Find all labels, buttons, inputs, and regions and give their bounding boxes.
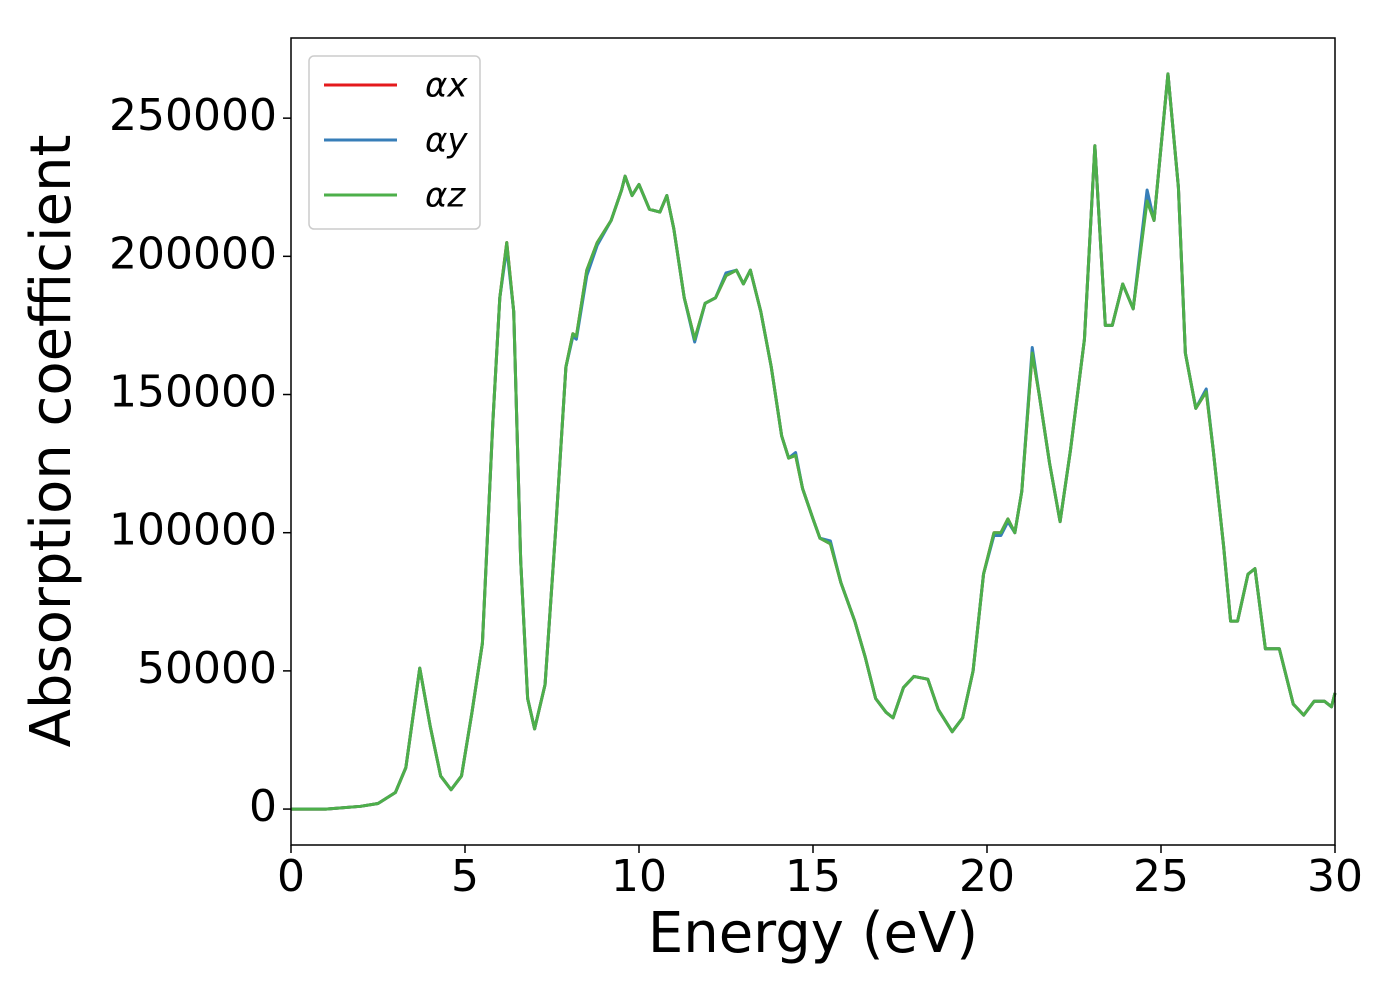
legend-box — [308, 55, 481, 230]
y-tick-label: 200000 — [109, 228, 277, 279]
y-tick-label: 150000 — [109, 367, 277, 418]
x-tick-label: 30 — [1307, 851, 1363, 902]
y-tick-label: 100000 — [109, 505, 277, 556]
x-tick-label: 10 — [611, 851, 667, 902]
legend-label: αx — [425, 66, 468, 106]
legend-label: αy — [425, 121, 468, 161]
series-line — [291, 72, 1337, 811]
y-tick-label: 50000 — [137, 643, 277, 694]
x-tick-label: 20 — [959, 851, 1015, 902]
legend-label: αz — [425, 176, 466, 216]
y-tick-label: 250000 — [109, 90, 277, 141]
x-tick-label: 0 — [277, 851, 305, 902]
y-tick-label: 0 — [249, 781, 277, 832]
y-axis-label: Absorption coefficient — [19, 135, 84, 748]
x-axis-label: Energy (eV) — [648, 901, 978, 966]
plot-frame — [290, 37, 1336, 846]
x-tick-label: 5 — [451, 851, 479, 902]
x-tick-label: 25 — [1133, 851, 1189, 902]
x-tick-label: 15 — [785, 851, 841, 902]
